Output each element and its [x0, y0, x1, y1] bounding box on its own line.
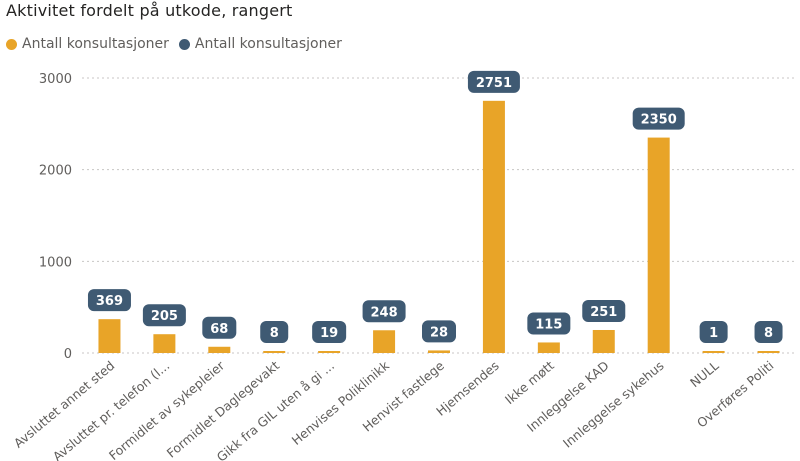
- data-label: 28: [430, 325, 448, 340]
- data-label: 2350: [641, 113, 677, 128]
- bar: [702, 351, 725, 353]
- bar: [647, 137, 670, 353]
- data-label-badge: [699, 321, 728, 343]
- data-label: 251: [590, 305, 617, 320]
- data-label-badge: [142, 304, 186, 327]
- data-label-badge: [362, 300, 406, 323]
- y-tick-label: 3000: [39, 72, 72, 87]
- bar: [318, 351, 341, 353]
- legend-item-bars[interactable]: Antall konsultasjoner: [6, 36, 169, 52]
- bar: [153, 334, 176, 353]
- data-label: 8: [764, 326, 773, 341]
- data-label-badge: [467, 70, 520, 93]
- bar: [263, 351, 286, 353]
- data-label-badge: [87, 289, 131, 312]
- bar: [428, 350, 450, 353]
- bar: [208, 346, 231, 353]
- data-label-badge: [312, 321, 347, 343]
- bar: [373, 330, 396, 353]
- y-tick-label: 0: [64, 347, 72, 362]
- data-label: 205: [151, 309, 178, 324]
- legend: Antall konsultasjoner Antall konsultasjo…: [6, 36, 352, 52]
- data-label-badge: [422, 320, 456, 343]
- data-label-badge: [754, 321, 783, 343]
- data-label-badge: [202, 316, 237, 339]
- x-tick-label: NULL: [687, 358, 722, 390]
- bar: [592, 329, 615, 353]
- data-label: 115: [535, 317, 562, 332]
- data-label-badge: [632, 107, 685, 130]
- legend-label: Antall konsultasjoner: [194, 36, 342, 52]
- data-label: 1: [709, 326, 718, 341]
- data-label: 369: [96, 294, 123, 309]
- bar: [482, 100, 505, 353]
- data-label-badge: [527, 312, 571, 335]
- x-tick-label: Ikke møtt: [502, 358, 557, 407]
- bar: [537, 342, 560, 353]
- legend-swatch-orange: [6, 38, 17, 50]
- bar: [98, 319, 121, 353]
- data-label-badge: [260, 321, 289, 343]
- legend-swatch-blue: [178, 38, 190, 50]
- data-label: 68: [210, 322, 228, 337]
- legend-label: Antall konsultasjoner: [22, 36, 169, 52]
- data-label: 248: [371, 305, 398, 320]
- x-tick-label: Avsluttet annet sted: [11, 358, 118, 451]
- x-tick-label: Innleggelse sykehus: [560, 358, 667, 451]
- data-label: 19: [320, 326, 338, 341]
- data-label: 2751: [476, 76, 512, 91]
- y-tick-label: 1000: [39, 255, 72, 270]
- bar: [757, 351, 780, 353]
- data-label-badge: [582, 299, 626, 322]
- chart-title: Aktivitet fordelt på utkode, rangert: [6, 1, 293, 20]
- legend-item-labels[interactable]: Antall konsultasjoner: [178, 36, 342, 52]
- y-tick-label: 2000: [39, 164, 72, 179]
- x-tick-label: Henvises Poliklinikk: [289, 357, 393, 448]
- data-label: 8: [270, 326, 279, 341]
